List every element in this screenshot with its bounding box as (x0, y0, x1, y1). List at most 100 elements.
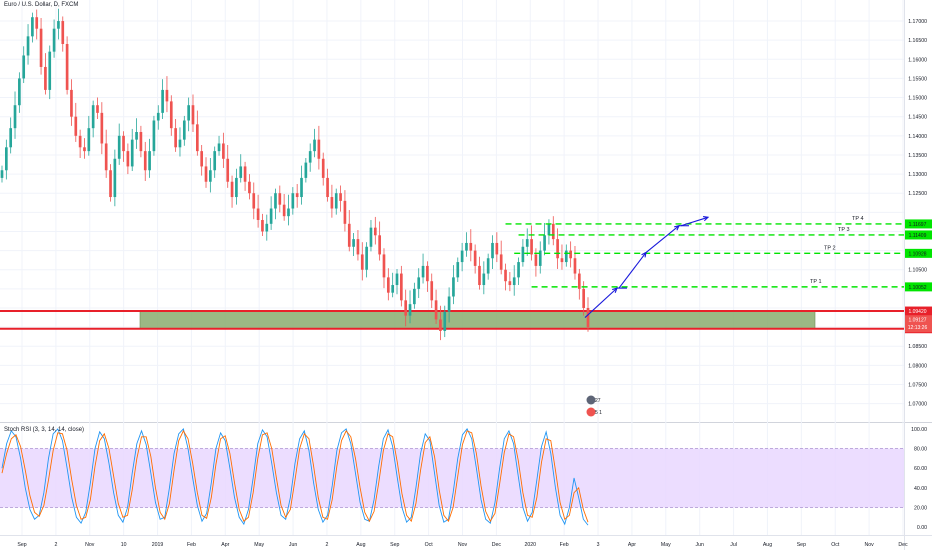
candle-body (278, 193, 282, 205)
candle-body (491, 242, 494, 259)
candle-body (139, 131, 143, 152)
candle-body (547, 223, 551, 236)
candle-body (13, 105, 17, 129)
time-tick-label: Sep (390, 542, 399, 548)
stoch-pane: 100.00 80.00 60.00 40.00 20.00 0.00 (0, 427, 927, 531)
candle-body (235, 177, 238, 198)
time-tick-label: 2 (326, 542, 329, 548)
candle-body (313, 139, 316, 152)
stoch-tick-label: 40.00 (914, 486, 927, 492)
time-tick-label: Jul (730, 542, 737, 548)
zone-price-tag (905, 306, 932, 316)
candle-body (525, 239, 529, 247)
time-tick-label: 2020 (524, 542, 536, 548)
tp-label: TP 4 (852, 216, 864, 222)
candle-body (187, 105, 190, 121)
candle-body (447, 296, 451, 312)
stoch-tick-label: 80.00 (914, 447, 927, 453)
candle-body (282, 204, 286, 217)
candle-body (469, 242, 473, 251)
tp-label: TP 2 (824, 245, 836, 251)
price-tick-label: 1.13000 (908, 172, 927, 178)
tp-price-tag (905, 230, 932, 240)
price-tick-label: 1.17000 (908, 19, 927, 25)
candle-body (556, 239, 559, 259)
candle-body (421, 265, 425, 278)
candle-body (304, 162, 308, 178)
candle-body (200, 151, 204, 167)
candle-body (504, 269, 507, 282)
candle-body (417, 277, 421, 289)
event-icon (586, 395, 596, 405)
candle-body (577, 273, 581, 289)
candle-body (460, 250, 464, 263)
candle-body (517, 262, 520, 278)
price-tick-label: 1.15000 (908, 96, 927, 102)
candle-body (391, 285, 395, 293)
candle-body (0, 170, 4, 178)
candle-body (534, 254, 538, 266)
candle-body (295, 193, 299, 198)
candle-body (569, 250, 572, 259)
tp-label: TP 1 (810, 279, 822, 285)
candle-body (426, 265, 429, 282)
time-tick-label: Feb (560, 542, 569, 548)
candle-body (543, 235, 546, 251)
candle-body (321, 158, 325, 178)
support-zone (139, 310, 816, 330)
candle-body (5, 147, 8, 171)
candle-body (57, 21, 60, 29)
candle-body (326, 177, 329, 198)
candle-body (439, 319, 442, 331)
time-tick-label: Oct (831, 542, 840, 548)
price-tick-label: 1.14000 (908, 134, 927, 140)
candle-body (44, 66, 47, 90)
time-tick-label: Aug (763, 542, 772, 548)
candle-body (573, 258, 577, 274)
candle-body (230, 181, 234, 198)
projection-segment (645, 225, 680, 253)
candle-body (148, 151, 151, 171)
candle-body (87, 128, 91, 152)
time-tick-label: May (661, 542, 671, 548)
time-tick-label: Jun (696, 542, 704, 548)
stoch-tick-label: 100.00 (911, 427, 927, 433)
candle-body (209, 170, 212, 182)
candle-body (35, 17, 39, 29)
candle-body (560, 258, 564, 263)
candle-body (204, 166, 208, 182)
candle-body (169, 101, 173, 129)
current-price-tag (905, 315, 932, 333)
candle-body (239, 166, 243, 178)
candle-body (430, 281, 434, 301)
tp-price-tag (905, 248, 932, 258)
candle-body (265, 223, 269, 232)
candle-body (521, 246, 525, 263)
candle-body (443, 311, 447, 331)
candle-body (96, 105, 99, 113)
candle-body (182, 120, 186, 140)
candle-body (156, 112, 160, 121)
tp-price-label: 1.10928 (908, 251, 926, 257)
candle-body (512, 277, 516, 286)
time-tick-label: Apr (221, 542, 229, 548)
time-tick-label: May (254, 542, 264, 548)
stoch-tick-label: 0.00 (917, 525, 927, 531)
candle-body (308, 151, 312, 163)
candle-body (18, 78, 21, 106)
price-tick-label: 1.07000 (908, 402, 927, 408)
candle-body (269, 208, 273, 224)
candle-body (113, 158, 117, 198)
candle-body (291, 193, 295, 209)
candle-body (109, 170, 112, 198)
candle-body (152, 120, 156, 152)
candle-body (582, 288, 585, 308)
candle-body (586, 307, 590, 328)
time-tick-label: Sep (797, 542, 806, 548)
event-markers: 27 5 1 (586, 395, 602, 417)
stoch-tick-label: 20.00 (914, 505, 927, 511)
time-tick-label: Nov (864, 542, 874, 548)
time-axis: Sep 2 Nov 10 2019 Feb Apr May Jun 2 Aug Sep Oct Nov De… (17, 0, 908, 548)
time-tick-label: 10 (121, 542, 127, 548)
